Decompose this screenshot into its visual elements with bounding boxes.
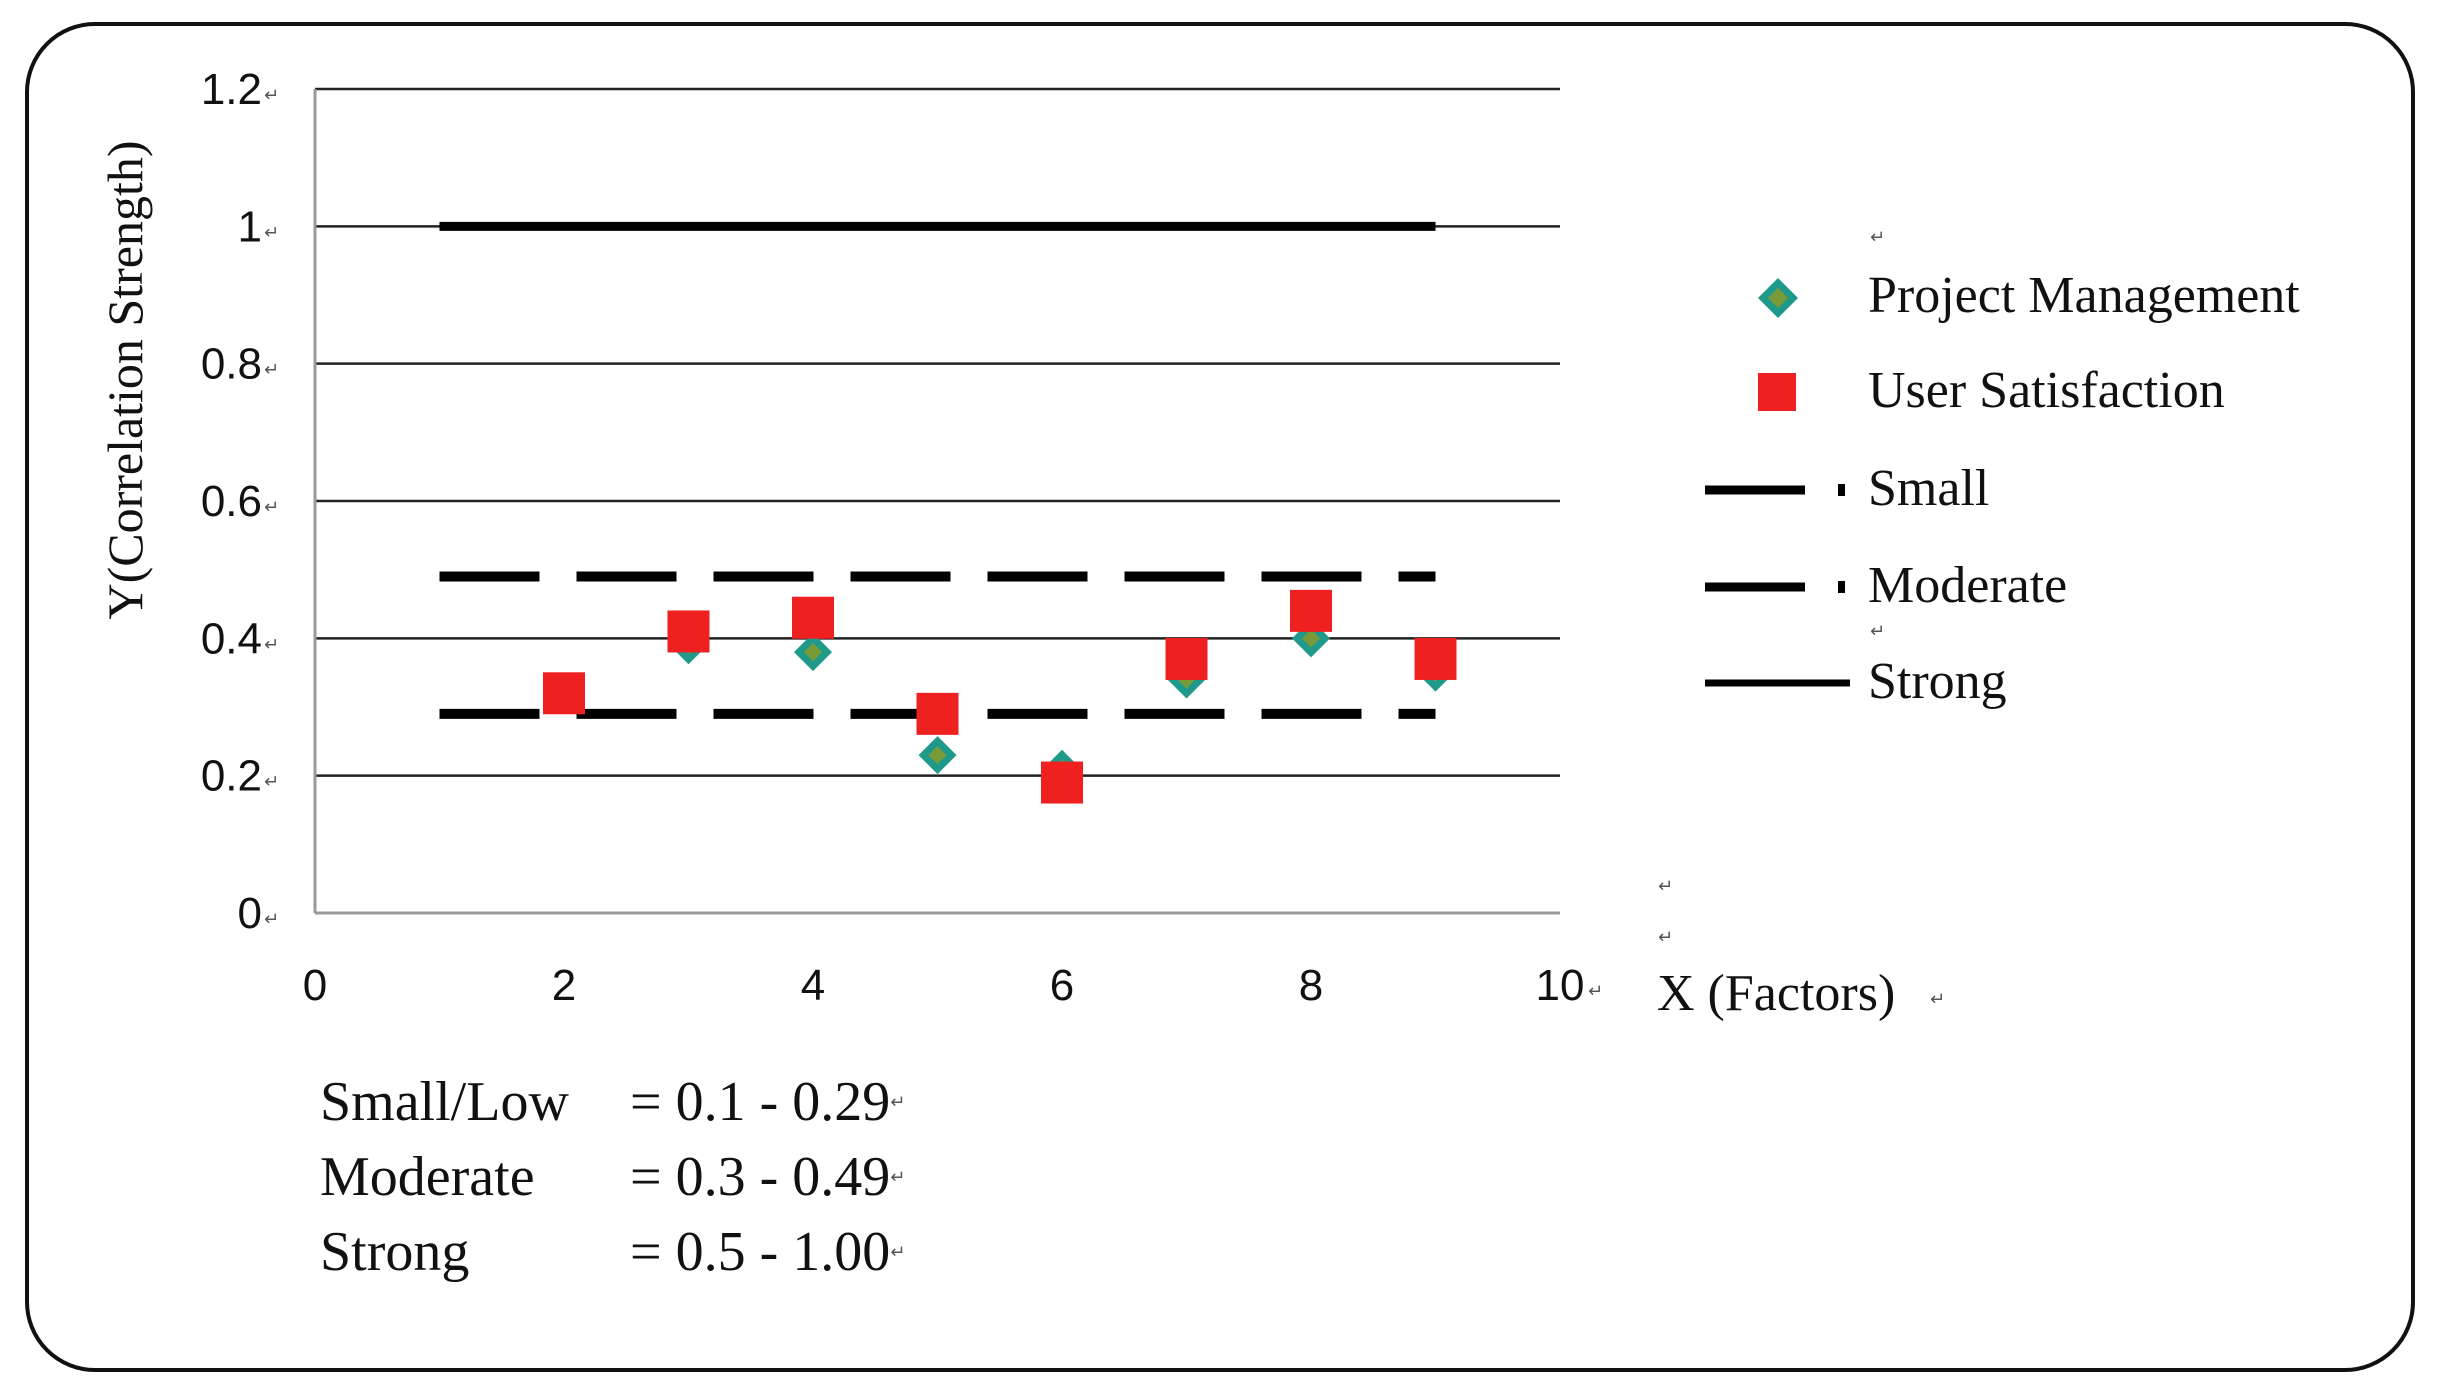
scale-row-strong: Strong = 0.5 - 1.00 ↵ <box>320 1215 905 1290</box>
y-axis-label: Y(Correlation Strength) <box>97 140 153 619</box>
y-tick-label: 0.6 <box>201 477 262 526</box>
reference-lines <box>439 221 1436 719</box>
legend-label-small: Small <box>1868 460 1989 517</box>
x-tick-label: 6 <box>1050 961 1074 1010</box>
return-mark: ↵ <box>1870 227 1885 248</box>
point-project-management-inner <box>928 746 947 765</box>
legend-label-moderate: Moderate <box>1868 557 2067 614</box>
legend-item-moderate: Moderate <box>1705 557 2067 614</box>
y-tick-label: 1.2 <box>201 65 262 114</box>
legend-item-small: Small <box>1705 460 1989 517</box>
y-tick-label: 0.8 <box>201 340 262 389</box>
legend-diamond-inner-icon <box>1768 288 1788 308</box>
y-tick-labels: 0 ↵0.2 ↵0.4 ↵0.6 ↵0.8 ↵1 ↵1.2 ↵ <box>201 65 279 938</box>
scale-range: = 0.1 - 0.29 <box>630 1071 891 1133</box>
return-mark: ↵ <box>890 1167 906 1188</box>
scale-label: Strong <box>320 1221 470 1283</box>
axes <box>313 89 1560 915</box>
point-user-satisfaction <box>916 692 959 735</box>
scale-row-moderate: Moderate = 0.3 - 0.49 ↵ <box>320 1140 905 1215</box>
scale-label: Moderate <box>320 1146 535 1208</box>
return-mark: ↵ <box>1588 981 1603 1002</box>
legend-label-user-satisfaction: User Satisfaction <box>1868 362 2225 419</box>
x-tick-label: 2 <box>552 961 576 1010</box>
return-mark: ↵ <box>264 222 279 243</box>
scale-range: = 0.5 - 1.00 <box>630 1221 891 1283</box>
return-mark: ↵ <box>890 1092 906 1113</box>
return-mark: ↵ <box>1658 927 1673 948</box>
point-user-satisfaction <box>1414 637 1457 680</box>
legend: Project Management User Satisfaction Sma… <box>1705 267 2300 710</box>
scale-row-small: Small/Low = 0.1 - 0.29 ↵ <box>320 1065 905 1140</box>
point-project-management-inner <box>804 643 822 662</box>
legend-moderate-dot-icon <box>1838 581 1845 593</box>
point-user-satisfaction <box>667 610 710 653</box>
point-user-satisfaction <box>1165 637 1208 680</box>
legend-item-project-management: Project Management <box>1758 267 2300 324</box>
legend-item-user-satisfaction: User Satisfaction <box>1758 362 2225 419</box>
return-mark: ↵ <box>264 634 279 655</box>
point-user-satisfaction <box>1290 589 1332 632</box>
legend-label-project-management: Project Management <box>1868 267 2300 324</box>
legend-item-strong: Strong <box>1705 653 2007 710</box>
return-mark: ↵ <box>1870 621 1885 642</box>
return-mark: ↵ <box>890 1242 906 1263</box>
point-user-satisfaction <box>792 596 834 639</box>
point-user-satisfaction <box>1041 761 1083 804</box>
data-points <box>543 589 1457 804</box>
gridlines <box>315 87 1560 777</box>
chart-frame <box>25 22 2415 1372</box>
return-mark: ↵ <box>264 360 279 381</box>
point-user-satisfaction <box>543 672 585 715</box>
x-tick-label: 4 <box>801 961 825 1010</box>
scale-range: = 0.3 - 0.49 <box>630 1146 891 1208</box>
legend-square-icon <box>1758 373 1796 411</box>
return-mark: ↵ <box>264 497 279 518</box>
legend-label-strong: Strong <box>1868 653 2007 710</box>
return-mark: ↵ <box>1658 876 1673 897</box>
return-mark: ↵ <box>264 909 279 930</box>
y-tick-label: 0 <box>238 889 262 938</box>
x-tick-label: 10 <box>1536 961 1585 1010</box>
point-project-management-inner <box>1302 629 1320 648</box>
y-tick-label: 0.2 <box>201 752 262 801</box>
scale-label: Small/Low <box>320 1071 569 1133</box>
legend-small-dot-icon <box>1838 484 1845 496</box>
x-axis-label: X (Factors) <box>1657 965 1895 1022</box>
y-tick-label: 0.4 <box>201 614 262 663</box>
correlation-scale-table: Small/Low = 0.1 - 0.29 ↵ Moderate = 0.3 … <box>320 1065 905 1290</box>
x-tick-labels: 0 2 4 6 8 10 ↵ <box>303 961 1603 1010</box>
return-mark: ↵ <box>1930 989 1945 1010</box>
return-mark: ↵ <box>264 772 279 793</box>
return-mark: ↵ <box>264 85 279 106</box>
x-tick-label: 0 <box>303 961 327 1010</box>
x-tick-label: 8 <box>1299 961 1323 1010</box>
y-tick-label: 1 <box>238 202 262 251</box>
